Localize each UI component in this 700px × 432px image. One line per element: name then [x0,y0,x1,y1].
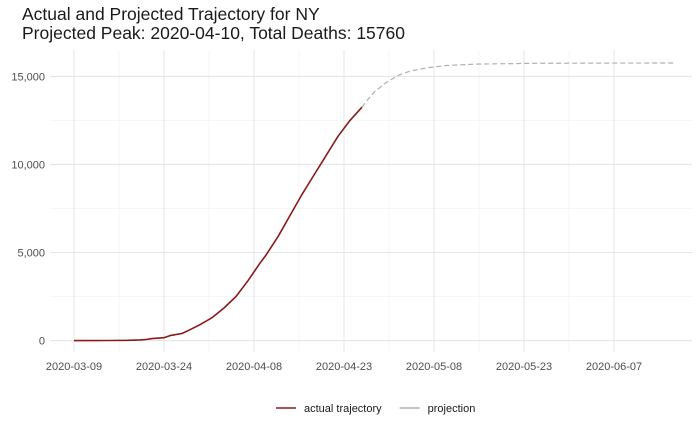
legend-label: projection [428,403,476,415]
x-tick-label: 2020-04-23 [316,361,372,373]
x-tick-label: 2020-05-23 [496,361,552,373]
grid [50,50,692,352]
x-tick-label: 2020-03-24 [136,361,192,373]
x-tick-label: 2020-04-08 [226,361,282,373]
legend: actual trajectory projection [276,403,475,415]
series-line-actual-trajectory [74,106,363,342]
y-tick-label: 5,000 [17,248,45,260]
chart-subtitle: Projected Peak: 2020-04-10, Total Deaths… [22,23,405,43]
y-tick-label: 0 [39,336,45,348]
chart-title: Actual and Projected Trajectory for NY [22,4,320,24]
series-line-projection [361,62,675,108]
y-tick-label: 15,000 [11,71,45,83]
legend-label: actual trajectory [304,403,382,415]
y-axis-ticks: 0 5,000 10,000 15,000 [11,71,45,347]
x-axis-ticks: 2020-03-09 2020-03-24 2020-04-08 2020-04-23… [46,361,642,373]
x-tick-label: 2020-06-07 [586,361,642,373]
x-tick-label: 2020-05-08 [406,361,462,373]
x-tick-label: 2020-03-09 [46,361,102,373]
y-tick-label: 10,000 [11,159,45,171]
series-lines [74,62,675,342]
